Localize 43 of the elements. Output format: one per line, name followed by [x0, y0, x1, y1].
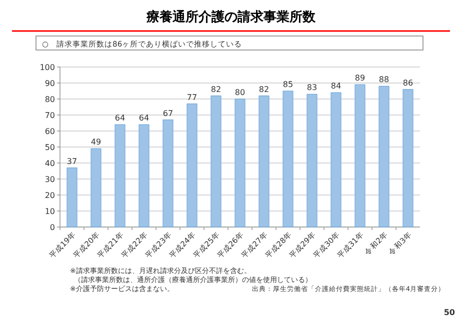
- data-label: 88: [378, 75, 390, 84]
- bar: [90, 148, 102, 228]
- data-label: 84: [330, 82, 342, 91]
- bar: [282, 90, 294, 228]
- y-tick-label: 10: [44, 207, 55, 216]
- y-tick-label: 30: [44, 175, 55, 184]
- y-tick-label: 50: [44, 143, 55, 152]
- bar: [330, 92, 342, 228]
- bar: [162, 120, 174, 228]
- y-tick-label: 100: [40, 63, 55, 72]
- data-label: 85: [282, 80, 294, 89]
- data-label: 89: [354, 74, 366, 83]
- data-label: 37: [66, 156, 78, 166]
- bar: [402, 89, 414, 228]
- chart-title: 療養通所介護の請求事業所数: [146, 9, 316, 25]
- text: 50: [444, 308, 456, 317]
- bar: [210, 96, 222, 228]
- bar: [378, 86, 390, 228]
- data-label: 64: [138, 114, 150, 123]
- bar: [258, 96, 270, 228]
- y-tick-label: 80: [44, 95, 55, 104]
- data-label: 82: [258, 84, 270, 94]
- bar: [66, 168, 78, 228]
- data-label: 86: [402, 78, 414, 88]
- data-label: 64: [114, 114, 126, 123]
- y-tick-label: 20: [44, 191, 55, 200]
- bar: [114, 124, 126, 228]
- data-label: 77: [186, 92, 198, 102]
- data-label: 49: [90, 138, 102, 147]
- bar: [234, 98, 246, 228]
- y-tick-label: 90: [44, 79, 55, 88]
- data-label: 67: [162, 108, 174, 118]
- data-label: 83: [306, 83, 318, 92]
- y-tick-label: 0: [50, 223, 55, 232]
- y-tick-label: 60: [44, 127, 55, 136]
- data-label: 80: [234, 88, 246, 97]
- y-tick-label: 40: [44, 159, 55, 168]
- bar: [186, 104, 198, 228]
- bar: [138, 124, 150, 228]
- bar: [354, 84, 366, 228]
- bar: [306, 94, 318, 228]
- y-tick-label: 70: [44, 111, 55, 120]
- data-label: 82: [210, 84, 222, 94]
